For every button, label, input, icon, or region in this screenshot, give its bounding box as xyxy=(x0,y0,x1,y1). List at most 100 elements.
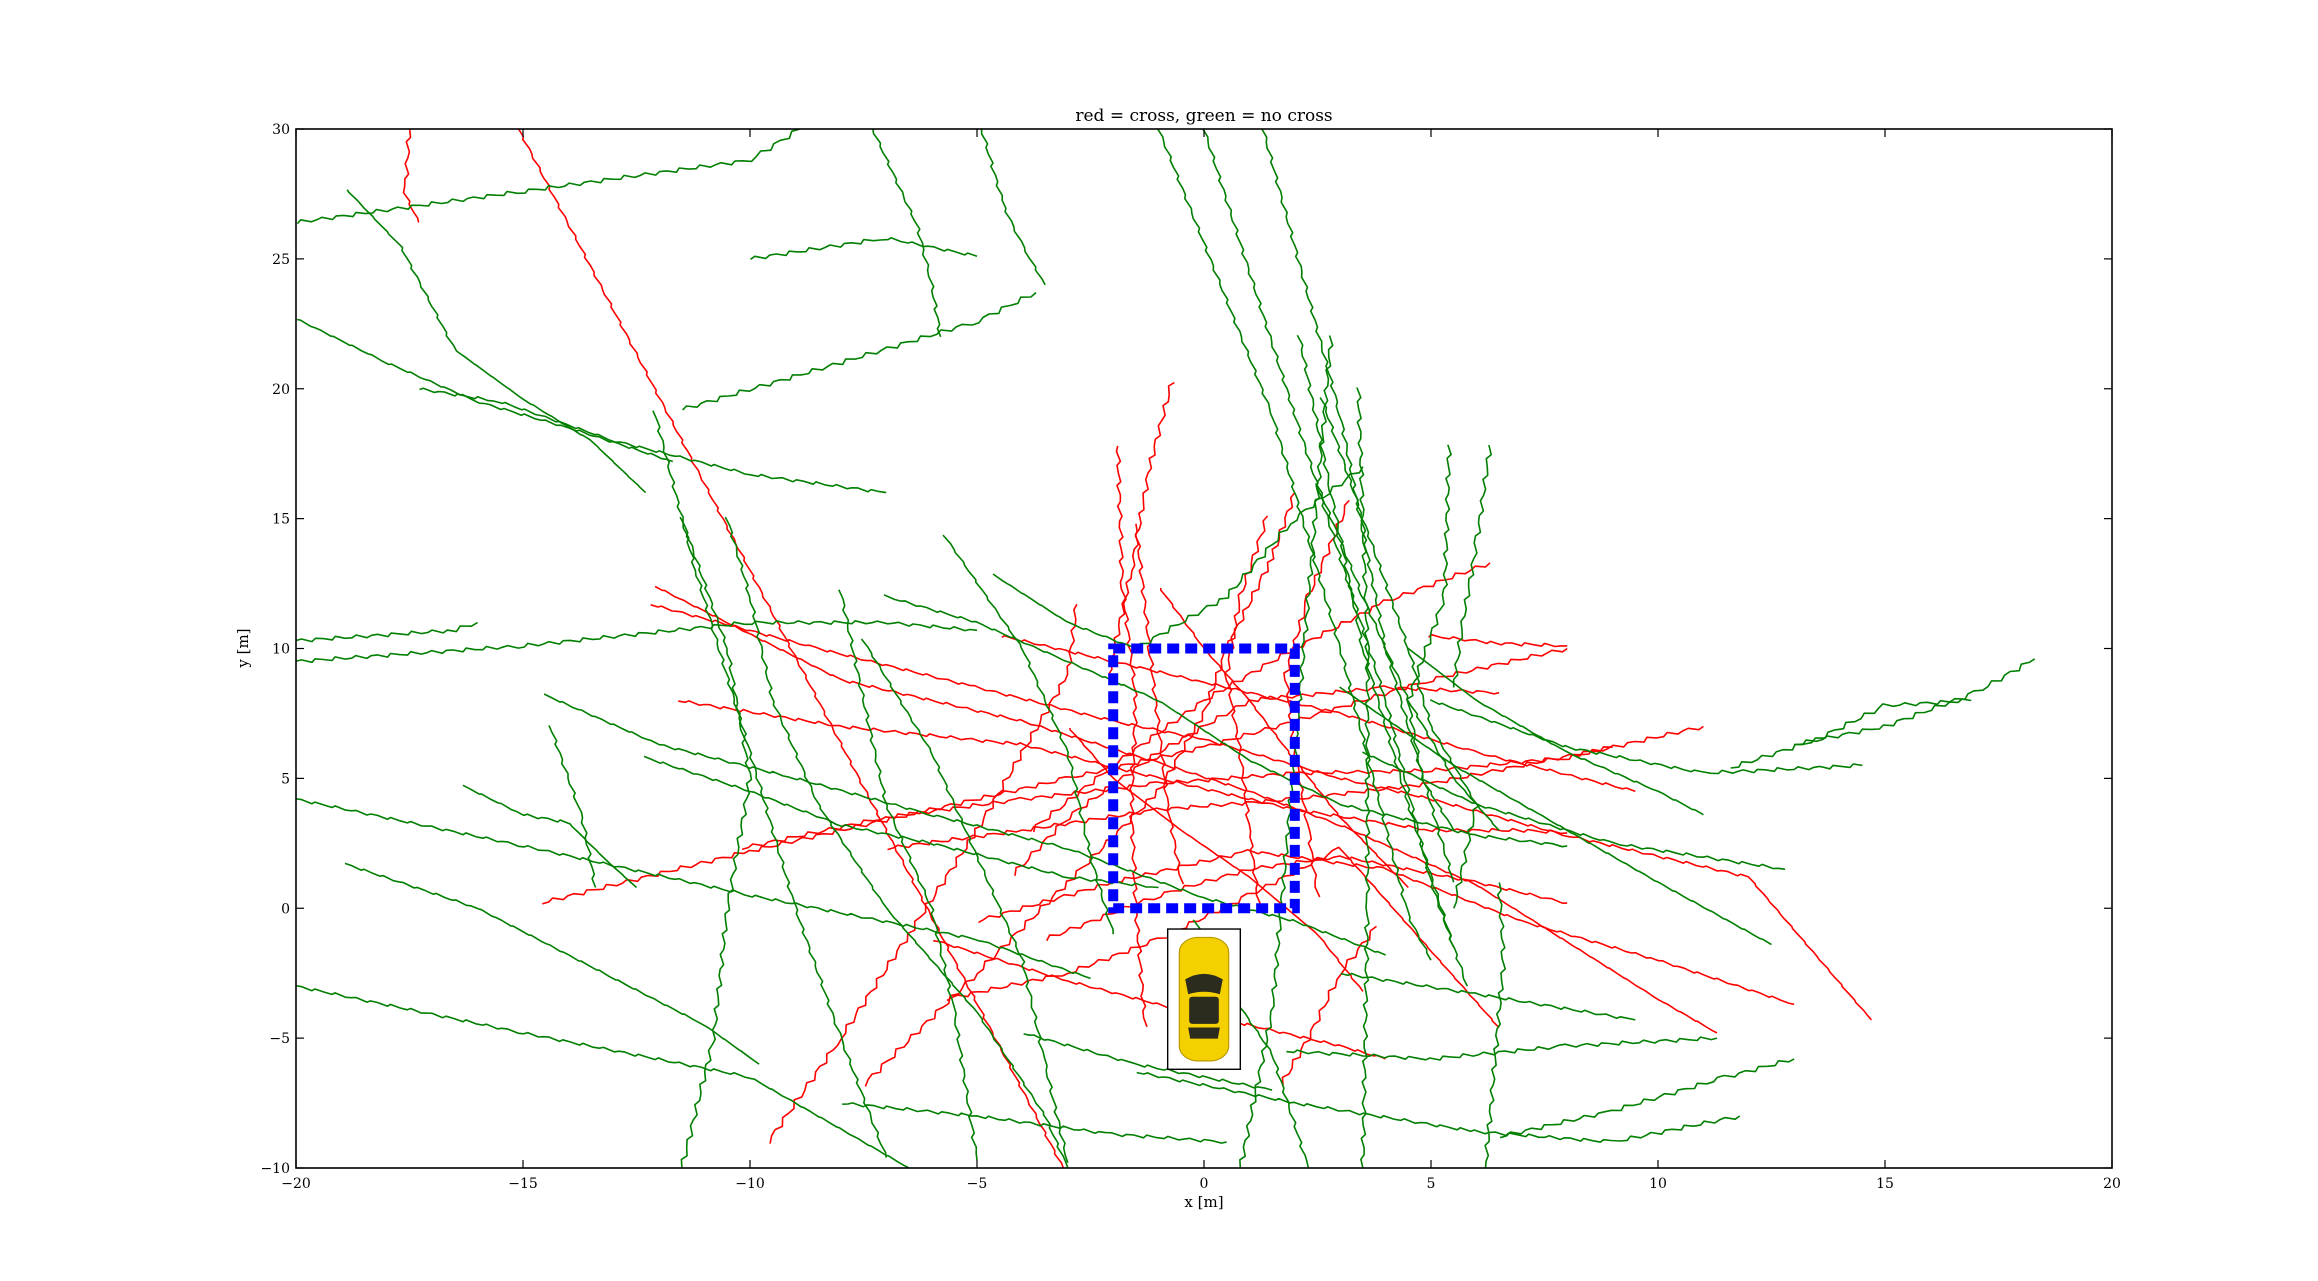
cross-trajectory xyxy=(1159,587,1409,889)
no-cross-trajectory xyxy=(980,129,1046,286)
cross-trajectory xyxy=(769,603,1078,1144)
x-tick-label: 5 xyxy=(1427,1176,1436,1192)
x-tick-label: −15 xyxy=(508,1176,538,1192)
x-tick-label: −5 xyxy=(967,1176,988,1192)
x-axis-label: x [m] xyxy=(1184,1193,1223,1211)
cross-trajectory xyxy=(1014,685,1500,876)
no-cross-trajectory xyxy=(296,797,1091,980)
no-cross-trajectory xyxy=(1405,444,1455,831)
no-cross-trajectory xyxy=(1319,397,1480,909)
cross-trajectory xyxy=(678,700,1568,835)
no-cross-trajectory xyxy=(643,755,1159,889)
y-tick-label: −10 xyxy=(260,1161,290,1177)
x-tick-label: 20 xyxy=(2103,1176,2121,1192)
no-cross-trajectory xyxy=(1340,972,1636,1021)
cross-trajectory xyxy=(1045,855,1568,942)
no-cross-trajectory xyxy=(1296,334,1455,948)
ego-car-layer xyxy=(1166,928,1242,1070)
cross-trajectory xyxy=(1001,634,1636,793)
axis-ticks: −20 −15 −10 −5 0 5 10 15 20 −10 −5 0 5 10 15 20 25 30 xyxy=(260,122,2120,1192)
y-tick-label: 20 xyxy=(272,382,290,398)
car-roof xyxy=(1189,996,1219,1024)
cross-trajectory xyxy=(978,848,1795,1006)
no-cross-trajectory xyxy=(1156,129,1432,961)
cross-trajectory xyxy=(517,129,1065,1168)
car-windshield xyxy=(1185,973,1223,995)
no-cross-trajectory xyxy=(1452,444,1492,688)
chart-title: red = cross, green = no cross xyxy=(1075,106,1332,126)
no-cross-trajectory xyxy=(296,619,978,664)
x-tick-label: 0 xyxy=(1200,1176,1209,1192)
no-cross-trajectory xyxy=(724,516,1069,1168)
y-tick-label: 10 xyxy=(272,642,290,658)
no-cross-trajectory xyxy=(1499,1058,1795,1139)
no-cross-trajectory xyxy=(1339,686,1772,946)
no-cross-trajectory xyxy=(346,189,647,494)
y-tick-label: 30 xyxy=(272,122,290,138)
no-cross-trajectory xyxy=(750,237,978,260)
no-cross-trajectory xyxy=(1201,129,1469,987)
no-cross-trajectory xyxy=(1730,698,1972,769)
no-cross-trajectory xyxy=(1286,1036,1718,1061)
cross-trajectory xyxy=(1428,633,1568,648)
x-tick-label: −10 xyxy=(735,1176,765,1192)
no-cross-trajectory xyxy=(296,621,479,643)
no-cross-trajectory xyxy=(682,291,1037,411)
no-cross-trajectory xyxy=(992,466,1364,650)
no-cross-trajectory xyxy=(419,387,887,494)
no-cross-trajectory xyxy=(842,1102,1227,1144)
cross-trajectory xyxy=(1283,499,1350,898)
no-cross-trajectory xyxy=(543,693,1386,956)
no-cross-trajectory xyxy=(860,638,1069,1164)
y-axis-label: y [m] xyxy=(234,628,252,668)
cross-trajectory xyxy=(1281,925,1377,1087)
no-cross-trajectory xyxy=(344,862,760,1065)
no-cross-trajectory xyxy=(872,129,942,338)
no-cross-trajectory xyxy=(942,534,1114,935)
no-cross-trajectory xyxy=(462,784,638,889)
no-cross-trajectory xyxy=(296,318,674,463)
no-cross-trajectory xyxy=(652,410,887,1158)
y-tick-label: 5 xyxy=(281,771,290,787)
cross-trajectory xyxy=(654,585,1718,1034)
cross-trajectory xyxy=(946,846,1500,1029)
no-cross-trajectory xyxy=(296,129,801,225)
no-cross-trajectory xyxy=(883,594,1568,848)
cross-trajectory xyxy=(741,725,1704,851)
cross-trajectory xyxy=(1115,445,1148,1028)
cross-trajectory xyxy=(1223,515,1269,906)
no-cross-trajectory xyxy=(838,589,978,1161)
cross-trajectory xyxy=(650,604,1873,1021)
crossing-zone-layer xyxy=(1108,643,1300,914)
x-tick-label: 15 xyxy=(1876,1176,1894,1192)
no-cross-trajectory xyxy=(1314,482,1500,831)
crossing-zone xyxy=(1108,643,1300,914)
no-cross-trajectory xyxy=(1406,647,1704,816)
x-tick-label: 10 xyxy=(1649,1176,1667,1192)
cross-trajectory xyxy=(1032,562,1491,833)
x-tick-label: −20 xyxy=(281,1176,311,1192)
y-tick-label: 25 xyxy=(272,252,290,268)
no-cross-trajectory xyxy=(548,725,597,888)
cross-trajectory xyxy=(402,129,420,223)
no-cross-trajectory xyxy=(1356,387,1371,1168)
no-cross-trajectory xyxy=(1362,751,1786,871)
no-cross-trajectory xyxy=(296,984,910,1168)
no-cross-trajectory xyxy=(1484,882,1506,1168)
no-cross-trajectory xyxy=(1136,1071,1741,1143)
no-cross-trajectory xyxy=(1023,1033,1273,1091)
y-tick-label: 0 xyxy=(281,901,290,917)
y-tick-label: −5 xyxy=(269,1031,290,1047)
cross-trajectory xyxy=(1134,523,1185,885)
no-cross-trajectory xyxy=(679,516,753,1168)
y-tick-label: 15 xyxy=(272,512,290,528)
cross-trajectory xyxy=(1068,727,1364,992)
tracks-layer xyxy=(296,129,2036,1168)
cross-trajectory xyxy=(933,939,1386,1060)
no-cross-trajectory xyxy=(1429,699,1863,775)
cross-trajectory xyxy=(1108,381,1175,675)
no-cross-trajectory xyxy=(1793,658,2036,746)
car-rear-window xyxy=(1188,1027,1220,1039)
